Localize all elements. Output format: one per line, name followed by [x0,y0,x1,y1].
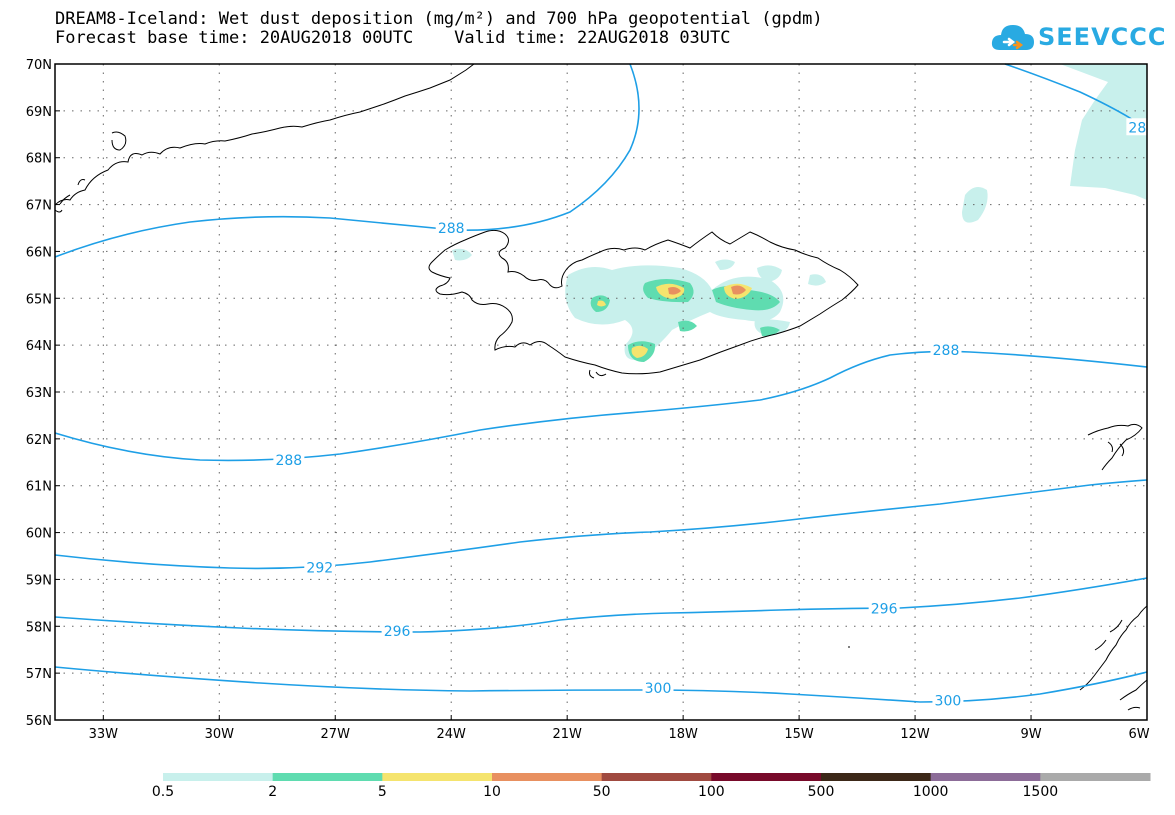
lon-label: 15W [784,727,814,742]
lat-label: 60N [26,527,52,542]
lat-label: 59N [26,573,52,588]
colorbar-segment [382,773,493,781]
lon-label: 12W [900,727,930,742]
contour-label: 296 [871,601,898,617]
colorbar-label: 5 [377,784,387,800]
contour-label-bg [932,691,964,709]
colorbar-label: 500 [807,784,835,800]
longitude-labels: 33W 30W 27W 24W 21W 18W 15W 12W 9W 6W [89,715,1150,742]
logo-text: SEEVCCC [1038,23,1167,51]
colorbar-label: 50 [592,784,611,800]
colorbar-label: 1000 [912,784,949,800]
map-frame [54,63,1148,721]
colorbar-segment [930,773,1041,781]
colorbar-label: 0.5 [151,784,175,800]
iceland-coast [428,229,859,375]
contour-label-bg [381,621,413,639]
contour-label: 28 [1128,120,1146,136]
contour-288-middle [54,350,1148,462]
contour-288-north [54,63,640,258]
lat-label: 61N [26,480,52,495]
contour-292 [54,479,1148,570]
contour-296 [54,577,1148,633]
lon-label: 9W [1020,727,1041,742]
lat-label: 69N [26,105,52,120]
colorbar-label: 10 [483,784,501,800]
lat-label: 67N [26,199,52,214]
colorbar-segment [601,773,712,781]
contour-label-bg [1126,118,1147,136]
colorbar [163,773,1151,781]
colorbar-segment [272,773,383,781]
contour-label-bg [273,450,305,468]
colorbar-segment [492,773,603,781]
lon-label: 18W [668,727,698,742]
lat-label: 68N [26,152,52,167]
colorbar-segment [821,773,932,781]
geopotential-contours [54,63,1148,703]
lat-label: 56N [26,714,52,729]
lon-label: 21W [552,727,582,742]
map-subtitle: Forecast base time: 20AUG2018 00UTC Vali… [55,28,731,48]
contour-label-bg [435,219,467,236]
contour-label: 288 [438,221,465,237]
colorbar-segment [711,773,822,781]
colorbar-label: 2 [268,784,278,800]
contour-labels: 288 28 288 288 292 296 296 300 300 [273,118,1147,709]
map-title: DREAM8-Iceland: Wet dust deposition (mg/… [55,9,823,29]
cloud-icon [991,25,1034,50]
contour-label-bg [304,558,336,576]
contour-label: 300 [645,681,672,697]
colorbar-segment [163,773,274,781]
lat-label: 64N [26,339,52,354]
lat-label: 63N [26,386,52,401]
lat-label: 57N [26,667,52,682]
lat-label: 65N [26,292,52,307]
colorbar-label: 1500 [1022,784,1059,800]
contour-label: 288 [275,453,302,469]
graticule [55,64,1147,720]
lon-label: 6W [1128,727,1149,742]
lat-label: 62N [26,433,52,448]
greenland-coast [54,63,475,206]
scotland-coast [1079,605,1148,711]
coastlines [54,63,1148,711]
colorbar-label: 100 [697,784,725,800]
contour-label: 288 [933,343,960,359]
lon-label: 30W [205,727,235,742]
lon-label: 24W [437,727,467,742]
contour-label: 296 [384,624,411,640]
contour-label: 300 [935,693,962,709]
contour-label-bg [642,679,674,697]
lon-label: 27W [321,727,351,742]
seevccc-logo: SEEVCCC [990,18,1167,56]
lat-label: 58N [26,620,52,635]
faroe-coast [1087,423,1143,471]
lat-label: 70N [26,58,52,73]
contour-label-bg [868,599,900,617]
colorbar-segment [1040,773,1151,781]
lat-label: 66N [26,245,52,260]
lon-label: 33W [89,727,119,742]
latitude-labels: 70N 69N 68N 67N 66N 65N 64N 63N 62N 61N 60N 59N 58N 5… [26,58,60,729]
contour-label: 292 [306,561,333,577]
dust-deposition-field [452,64,1147,362]
contour-label-bg [930,340,962,358]
